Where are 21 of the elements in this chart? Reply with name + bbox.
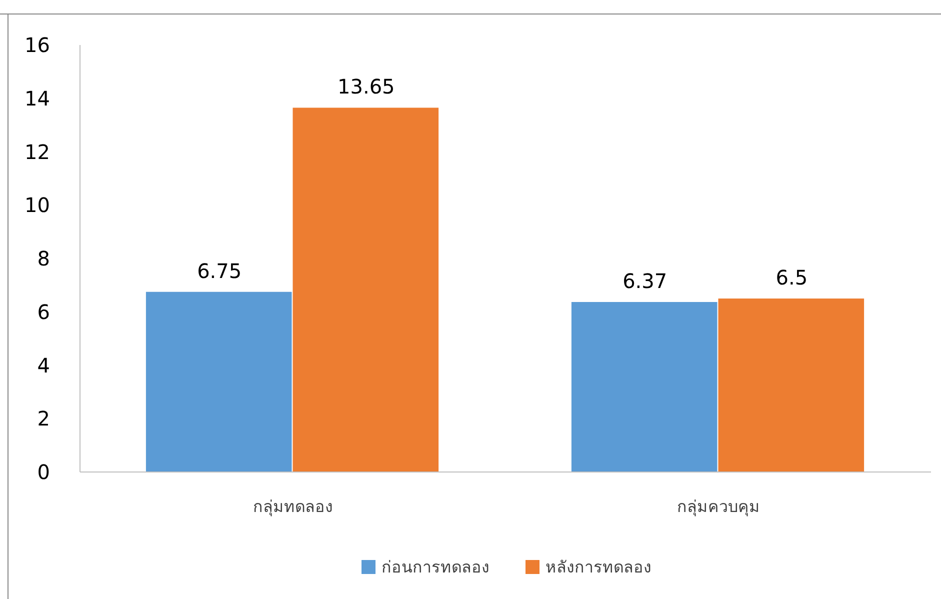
y-tick-label: 6 [37, 300, 50, 324]
y-tick-label: 12 [24, 140, 50, 164]
data-label: 13.65 [338, 74, 395, 99]
y-tick-label: 2 [37, 406, 50, 431]
bar [571, 302, 718, 472]
y-tick-label: 14 [24, 86, 50, 110]
legend-label: ก่อนการทดลอง [382, 558, 490, 577]
y-tick-label: 8 [37, 246, 50, 270]
x-tick-label: กลุ่มทดลอง [252, 497, 333, 517]
y-tick-label: 0 [37, 460, 50, 484]
y-tick-label: 10 [24, 193, 50, 218]
bar [718, 298, 864, 472]
legend-label: หลังการทดลอง [546, 558, 652, 577]
bar [292, 108, 439, 472]
y-tick-label: 16 [24, 33, 50, 57]
data-label: 6.5 [776, 266, 808, 290]
x-tick-label: กลุ่มควบคุม [676, 497, 760, 517]
bar [146, 292, 292, 472]
data-label: 6.75 [197, 258, 242, 283]
data-label: 6.37 [622, 269, 668, 293]
y-tick-label: 4 [37, 353, 50, 378]
